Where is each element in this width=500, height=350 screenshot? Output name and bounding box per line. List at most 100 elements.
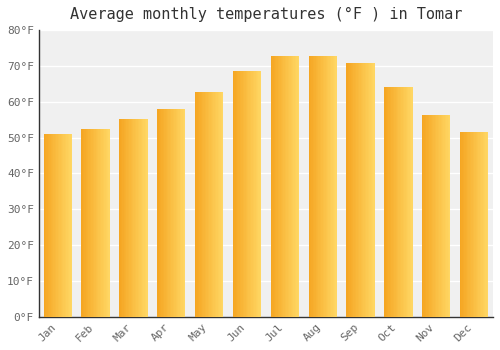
Bar <box>366 63 368 317</box>
Bar <box>435 115 436 317</box>
Bar <box>317 56 318 317</box>
Bar <box>298 56 299 317</box>
Bar <box>104 129 106 317</box>
Bar <box>86 129 87 317</box>
Bar <box>233 71 234 317</box>
Bar <box>82 129 110 317</box>
Bar <box>349 63 350 317</box>
Bar <box>129 119 130 317</box>
Bar <box>258 71 260 317</box>
Bar <box>177 108 178 317</box>
Bar <box>100 129 102 317</box>
Bar <box>44 134 72 317</box>
Bar <box>135 119 136 317</box>
Bar <box>360 63 362 317</box>
Bar <box>295 56 296 317</box>
Bar <box>354 63 355 317</box>
Bar <box>88 129 90 317</box>
Bar <box>359 63 360 317</box>
Bar <box>66 134 68 317</box>
Bar <box>322 56 324 317</box>
Bar <box>200 92 202 317</box>
Bar <box>274 56 275 317</box>
Bar <box>432 115 434 317</box>
Bar <box>477 132 478 317</box>
Bar <box>384 87 412 317</box>
Bar <box>484 132 486 317</box>
Bar <box>328 56 330 317</box>
Bar <box>170 108 172 317</box>
Bar <box>46 134 48 317</box>
Bar <box>138 119 139 317</box>
Bar <box>212 92 214 317</box>
Bar <box>256 71 257 317</box>
Bar <box>208 92 209 317</box>
Bar <box>124 119 125 317</box>
Bar <box>220 92 222 317</box>
Bar <box>312 56 313 317</box>
Bar <box>180 108 181 317</box>
Bar <box>45 134 46 317</box>
Bar <box>372 63 374 317</box>
Bar <box>218 92 219 317</box>
Bar <box>289 56 290 317</box>
Bar <box>145 119 146 317</box>
Bar <box>330 56 331 317</box>
Bar <box>425 115 426 317</box>
Bar <box>214 92 215 317</box>
Bar <box>462 132 463 317</box>
Bar <box>284 56 285 317</box>
Bar <box>411 87 412 317</box>
Bar <box>278 56 279 317</box>
Bar <box>215 92 216 317</box>
Bar <box>358 63 359 317</box>
Bar <box>392 87 394 317</box>
Bar <box>210 92 212 317</box>
Bar <box>205 92 206 317</box>
Bar <box>308 56 337 317</box>
Bar <box>70 134 72 317</box>
Bar <box>476 132 477 317</box>
Bar <box>448 115 449 317</box>
Bar <box>370 63 372 317</box>
Bar <box>146 119 148 317</box>
Bar <box>199 92 200 317</box>
Bar <box>374 63 375 317</box>
Bar <box>404 87 406 317</box>
Bar <box>90 129 92 317</box>
Bar <box>396 87 397 317</box>
Bar <box>233 71 261 317</box>
Bar <box>388 87 390 317</box>
Bar <box>49 134 50 317</box>
Bar <box>206 92 208 317</box>
Bar <box>219 92 220 317</box>
Bar <box>270 56 299 317</box>
Bar <box>44 134 45 317</box>
Bar <box>316 56 317 317</box>
Bar <box>288 56 289 317</box>
Bar <box>463 132 464 317</box>
Bar <box>472 132 474 317</box>
Bar <box>466 132 467 317</box>
Bar <box>87 129 88 317</box>
Bar <box>260 71 261 317</box>
Bar <box>386 87 387 317</box>
Bar <box>279 56 280 317</box>
Bar <box>364 63 365 317</box>
Bar <box>320 56 322 317</box>
Bar <box>248 71 250 317</box>
Bar <box>286 56 288 317</box>
Bar <box>119 119 148 317</box>
Bar <box>460 132 462 317</box>
Bar <box>355 63 356 317</box>
Bar <box>97 129 98 317</box>
Bar <box>313 56 314 317</box>
Bar <box>422 115 450 317</box>
Bar <box>394 87 396 317</box>
Bar <box>467 132 468 317</box>
Bar <box>68 134 69 317</box>
Bar <box>368 63 369 317</box>
Bar <box>331 56 332 317</box>
Bar <box>181 108 182 317</box>
Bar <box>160 108 162 317</box>
